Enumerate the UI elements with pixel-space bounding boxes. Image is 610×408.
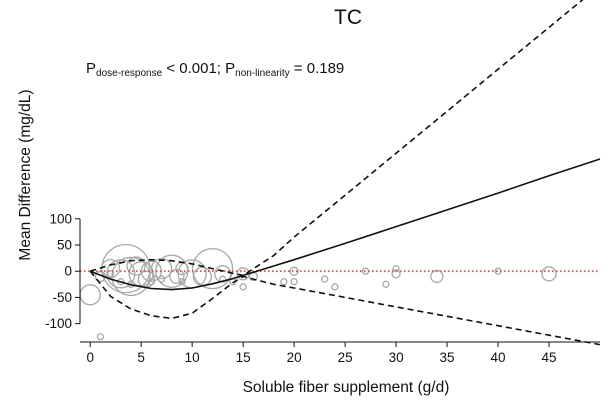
x-tick-label: 40 — [491, 350, 506, 365]
study-point — [126, 256, 146, 276]
study-point — [101, 243, 151, 294]
study-point — [289, 266, 299, 276]
study-point — [391, 269, 401, 279]
y-axis-label: Mean Difference (mg/dL) — [17, 89, 34, 260]
y-tick-label: 100 — [49, 211, 72, 226]
p-sub-dose-response: dose-response — [96, 68, 163, 79]
study-point — [100, 258, 121, 279]
ci-curve-2 — [89, 270, 601, 346]
study-point — [157, 275, 166, 283]
p-value-dose: < 0.001; — [162, 60, 225, 77]
chart-title: TC — [334, 6, 362, 29]
x-tick-label: 25 — [338, 350, 353, 365]
x-tick-label: 45 — [542, 350, 557, 365]
x-axis-label: Soluble fiber supplement (g/d) — [243, 379, 450, 396]
x-tick-label: 15 — [236, 350, 251, 365]
study-point — [147, 278, 156, 286]
p-symbol-dose: P — [86, 60, 96, 77]
y-tick-label: -50 — [52, 290, 72, 305]
x-tick-label: 20 — [287, 350, 302, 365]
axes: 100 50 0 -50 -100 0 5 10 15 20 25 30 35 40 45 — [45, 211, 600, 365]
x-tick-label: 30 — [389, 350, 404, 365]
study-point — [382, 280, 390, 288]
study-points — [79, 243, 557, 341]
estimate-curve — [89, 158, 601, 291]
study-point — [280, 278, 288, 286]
study-point — [321, 275, 329, 283]
curves — [89, 0, 601, 346]
study-point — [106, 270, 115, 278]
study-point — [331, 283, 339, 291]
study-point — [178, 278, 186, 286]
ci-curve-1 — [89, 0, 584, 277]
study-point — [79, 284, 101, 306]
x-tick-label: 5 — [137, 350, 145, 365]
study-point — [239, 283, 247, 291]
study-point — [169, 268, 185, 285]
x-tick-label: 0 — [86, 350, 94, 365]
study-point — [290, 278, 298, 286]
y-tick-label: 0 — [64, 264, 72, 279]
study-point — [541, 266, 557, 282]
p-value-annotation: Pdose-response < 0.001; Pnon-linearity =… — [86, 60, 344, 79]
study-point — [430, 269, 444, 284]
study-point — [96, 333, 105, 341]
x-tick-label: 35 — [440, 350, 455, 365]
study-point — [219, 275, 227, 283]
p-symbol-nonlin: P — [225, 60, 235, 77]
y-tick-label: 50 — [57, 237, 72, 252]
x-tick-label: 10 — [185, 350, 200, 365]
study-point — [191, 247, 234, 290]
p-sub-non-linearity: non-linearity — [235, 68, 289, 79]
y-tick-label: -100 — [45, 316, 72, 331]
p-value-nonlin: = 0.189 — [290, 60, 345, 77]
